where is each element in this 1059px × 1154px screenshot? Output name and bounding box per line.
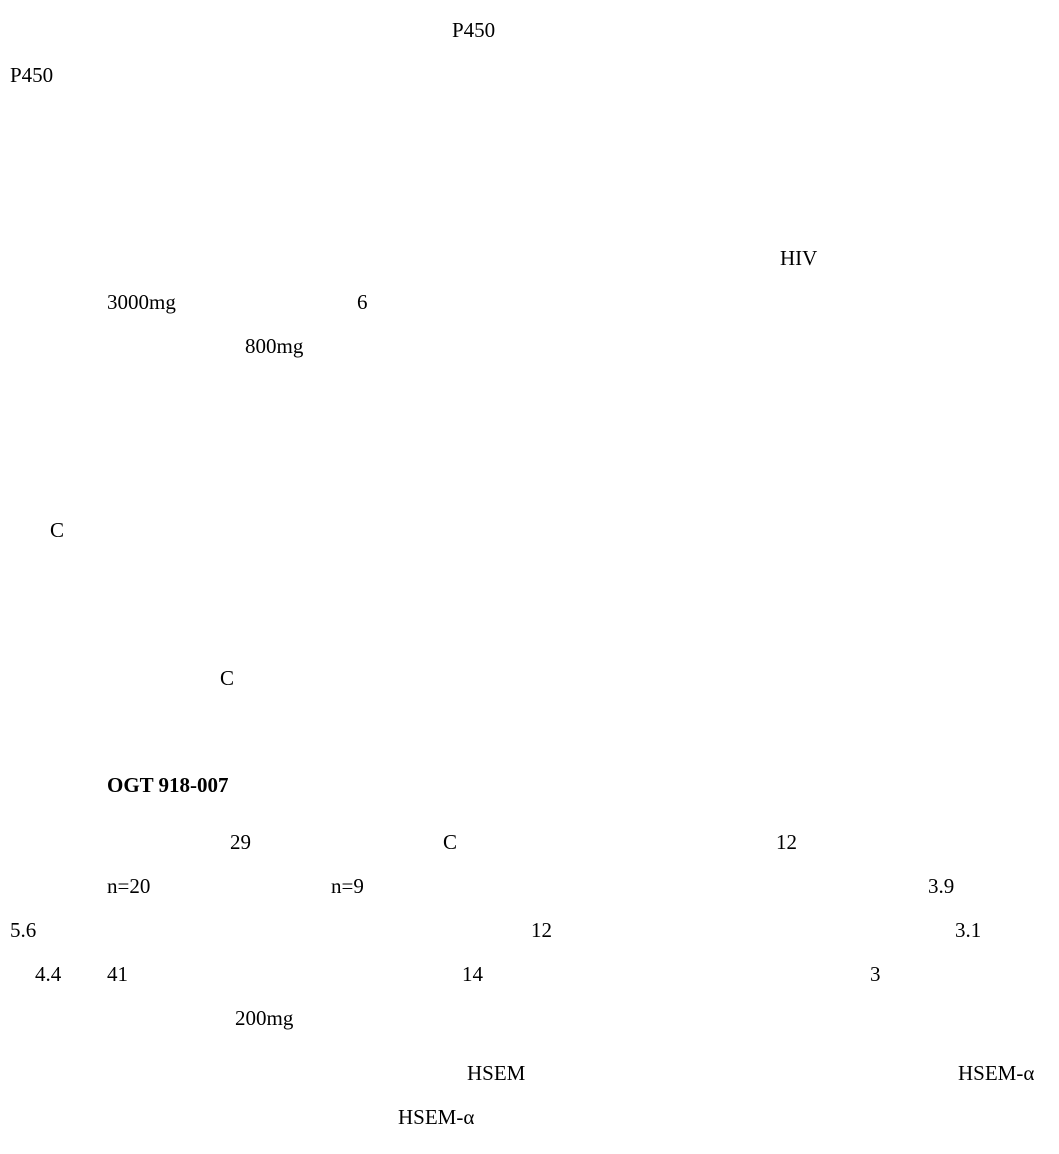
text-fragment: 41 xyxy=(107,962,128,986)
text-fragment: 4.4 xyxy=(35,962,62,986)
text-fragment: 29 xyxy=(230,830,251,854)
text-fragment: P450 xyxy=(10,63,54,87)
text-fragment: 6 xyxy=(357,290,368,314)
text-fragment: HSEM xyxy=(467,1061,526,1085)
text-fragment: HIV xyxy=(780,246,818,270)
text-fragment: HSEM-α xyxy=(398,1105,475,1129)
text-fragment: HSEM-α xyxy=(958,1061,1035,1085)
text-fragment: 12 xyxy=(776,830,797,854)
text-fragment: C xyxy=(50,518,65,542)
text-fragment: 3.1 xyxy=(955,918,982,942)
section-heading: OGT 918-007 xyxy=(107,773,229,797)
text-fragment: 200mg xyxy=(235,1006,294,1030)
text-fragment: C xyxy=(220,666,235,690)
text-fragment: 5.6 xyxy=(10,918,37,942)
text-fragment: 3000mg xyxy=(107,290,176,314)
text-fragment: C xyxy=(443,830,458,854)
text-fragment: n=20 xyxy=(107,874,151,898)
text-fragment: 12 xyxy=(531,918,552,942)
text-fragment: 3.9 xyxy=(928,874,955,898)
text-fragment: n=9 xyxy=(331,874,364,898)
text-fragment: 3 xyxy=(870,962,881,986)
text-fragment: 14 xyxy=(462,962,483,986)
text-fragment: 800mg xyxy=(245,334,304,358)
text-fragment: P450 xyxy=(452,18,496,42)
